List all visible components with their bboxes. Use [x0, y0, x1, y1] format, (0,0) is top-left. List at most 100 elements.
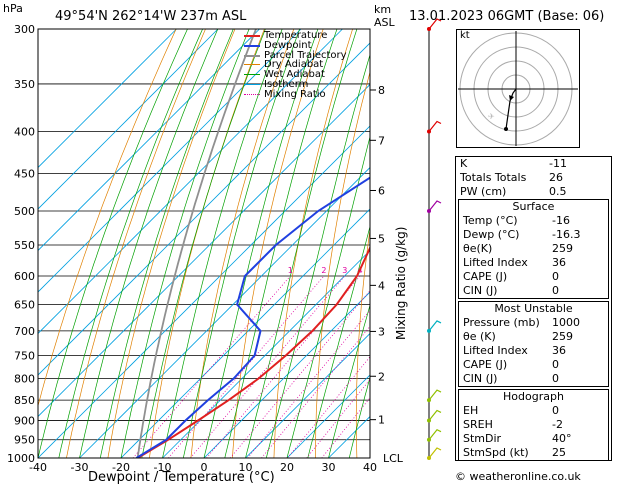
surf-cin-value: 0	[552, 284, 559, 297]
pressure-tick-label: 950	[14, 434, 35, 447]
km-tick-label: 8	[378, 84, 385, 97]
surf-cape-label: CAPE (J)	[463, 270, 508, 283]
copyright: © weatheronline.co.uk	[455, 470, 581, 483]
wind-barb	[428, 18, 442, 30]
isotherm-line	[38, 29, 260, 252]
surface-title: Surface	[512, 200, 555, 213]
wind-barb	[428, 200, 442, 212]
isotherm-line	[286, 374, 370, 458]
stmdir-value: 40°	[552, 432, 572, 445]
mixing-ratio-line	[306, 378, 370, 458]
mu-theta-value: 259	[552, 330, 573, 343]
isotherm-line	[38, 125, 370, 458]
wind-barb	[428, 320, 442, 332]
wet-adiabat-line	[162, 29, 283, 458]
totals-value: 26	[549, 171, 563, 184]
dry-adiabat-line	[232, 29, 324, 458]
isotherm-line	[162, 249, 370, 458]
pressure-tick-label: 800	[14, 372, 35, 385]
km-tick-label: 5	[378, 232, 385, 245]
hodograph-kt-label: kt	[460, 30, 470, 41]
mu-cin-label: CIN (J)	[463, 372, 498, 385]
mu-pres-label: Pressure (mb)	[463, 316, 540, 329]
pressure-tick-label: 350	[14, 78, 35, 91]
pressure-tick-label: 600	[14, 270, 35, 283]
dry-adiabat-line	[273, 29, 353, 458]
pressure-tick-label: 750	[14, 349, 35, 362]
km-tick-label: 2	[378, 370, 385, 383]
datetime-title: 13.01.2023 06GMT (Base: 06)	[409, 9, 605, 24]
temperature-tick-label: -20	[112, 461, 130, 474]
wet-adiabat-line	[328, 303, 370, 458]
legend-parcel: Parcel Trajectory	[264, 49, 347, 61]
isotherm-line	[38, 83, 370, 418]
isotherm-line	[38, 42, 370, 376]
pressure-tick-label: 400	[14, 126, 35, 139]
isotherm-line	[38, 29, 343, 335]
surf-dewp-value: -16.3	[552, 228, 581, 241]
wind-barb	[428, 428, 442, 441]
isotherm-line	[38, 29, 177, 169]
wet-adiabat-line	[348, 376, 370, 458]
isotherm-line	[245, 332, 370, 458]
temperature-tick-label: 0	[201, 461, 208, 474]
stmdir-label: StmDir	[463, 432, 502, 445]
dry-adiabat-line	[610, 29, 629, 458]
pw-label: PW (cm)	[460, 185, 507, 198]
pressure-tick-label: 550	[14, 239, 35, 252]
pressure-tick-label: 700	[14, 325, 35, 338]
temperature-tick-label: 20	[280, 461, 294, 474]
eh-label: EH	[463, 404, 479, 417]
asl-unit-label: ASL	[374, 16, 395, 29]
mu-li-value: 36	[552, 344, 566, 357]
dry-adiabat-line	[190, 29, 295, 458]
isotherm-line	[38, 29, 219, 210]
mixing-ratio-line	[168, 275, 325, 458]
wind-barb	[428, 389, 442, 401]
lcl-label: LCL	[383, 452, 403, 465]
k-index-label: K	[460, 157, 468, 170]
pressure-tick-label: 650	[14, 299, 35, 312]
legend-wet-adiabat: Wet Adiabat	[264, 69, 325, 81]
eh-value: 0	[552, 404, 559, 417]
pressure-tick-label: 900	[14, 414, 35, 427]
km-tick-label: 4	[378, 279, 385, 292]
km-tick-label: 3	[378, 325, 385, 338]
mu-cin-value: 0	[552, 372, 559, 385]
mu-pres-value: 1000	[552, 316, 580, 329]
legend: Temperature Dewpoint Parcel Trajectory D…	[244, 31, 347, 100]
surf-li-label: Lifted Index	[463, 256, 528, 269]
isotherm-line	[120, 208, 370, 458]
mixing-ratio-tick-label: 2	[321, 266, 326, 275]
mixing-ratio-line	[190, 275, 346, 458]
mu-cape-value: 0	[552, 358, 559, 371]
temperature-line	[137, 245, 370, 458]
unstable-title: Most Unstable	[494, 302, 573, 315]
mu-theta-label: θe (K)	[463, 330, 496, 343]
dewpoint-line	[135, 176, 370, 458]
wet-adiabat-line	[286, 135, 370, 458]
legend-mixing-ratio: Mixing Ratio	[264, 88, 326, 100]
surf-cape-value: 0	[552, 270, 559, 283]
parcel-trajectory-line	[136, 29, 257, 458]
mu-cape-label: CAPE (J)	[463, 358, 508, 371]
legend-dewpoint: Dewpoint	[264, 39, 312, 51]
temperature-tick-label: 10	[239, 461, 253, 474]
totals-label: Totals Totals	[460, 171, 527, 184]
hpa-unit-label: hPa	[3, 2, 23, 15]
mixing-ratio-tick-label: 6	[380, 266, 385, 275]
sreh-value: -2	[552, 418, 563, 431]
svg-text:✈: ✈	[488, 112, 495, 121]
wet-adiabat-line	[203, 29, 319, 458]
wind-barb	[428, 120, 442, 132]
mixing-ratio-axis-label: Mixing Ratio (g/kg)	[394, 226, 408, 340]
wet-adiabat-line	[245, 29, 358, 458]
surf-temp-label: Temp (°C)	[463, 214, 518, 227]
wet-adiabat-line	[141, 29, 266, 458]
mixing-ratio-line	[261, 325, 370, 458]
mixing-ratio-line	[132, 275, 291, 458]
dry-adiabat-line	[315, 70, 370, 458]
surf-temp-value: -16	[552, 214, 570, 227]
surf-dewp-label: Dewp (°C)	[463, 228, 520, 241]
